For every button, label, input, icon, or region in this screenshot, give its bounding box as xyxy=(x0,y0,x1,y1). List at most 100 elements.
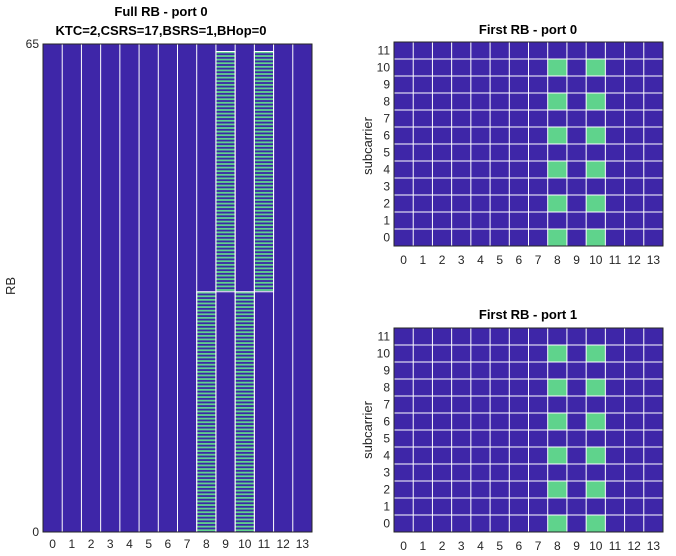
full-rb-occupied-stripe xyxy=(215,83,236,86)
full-rb-occupied-stripe xyxy=(235,388,255,391)
full-rb-occupied-stripe xyxy=(235,518,255,521)
first-rb-port1-y-tick-2: 2 xyxy=(383,483,390,497)
first-rb-port0-y-tick-7: 7 xyxy=(383,112,390,126)
full-rb-occupied-stripe xyxy=(235,496,255,499)
full-rb-occupied-stripe xyxy=(254,80,274,83)
first-rb-port0-cell-s8-k6 xyxy=(547,127,567,144)
full-rb-occupied-stripe xyxy=(254,119,274,122)
full-rb-occupied-stripe xyxy=(215,116,236,119)
first-rb-port1-y-tick-9: 9 xyxy=(383,364,390,378)
first-rb-port0-cell-s8-k0 xyxy=(547,229,567,246)
first-rb-port0-cell-s10-k2 xyxy=(586,195,606,212)
first-rb-port1-heatmap xyxy=(393,327,664,533)
full-rb-occupied-stripe xyxy=(196,406,216,409)
full-rb-occupied-stripe xyxy=(196,324,216,326)
first-rb-port1-y-tick-0: 0 xyxy=(383,517,390,531)
full-rb-occupied-stripe xyxy=(196,460,216,463)
full-rb-occupied-stripe xyxy=(196,500,216,503)
full-rb-occupied-stripe xyxy=(235,313,255,316)
full-rb-occupied-stripe xyxy=(215,87,236,90)
full-rb-occupied-stripe xyxy=(235,428,255,431)
full-rb-occupied-stripe xyxy=(235,460,255,463)
full-rb-occupied-stripe xyxy=(254,271,274,273)
full-rb-occupied-stripe xyxy=(196,511,216,514)
full-rb-occupied-stripe xyxy=(235,342,255,344)
full-rb-occupied-stripe xyxy=(196,331,216,334)
full-rb-occupied-stripe xyxy=(215,130,236,133)
full-rb-occupied-stripe xyxy=(235,396,255,398)
first-rb-port0-axes-frame xyxy=(393,41,664,247)
first-rb-port1-y-tick-5: 5 xyxy=(383,432,390,446)
full-rb-occupied-stripe xyxy=(235,442,255,445)
first-rb-port0-y-tick-9: 9 xyxy=(383,78,390,92)
first-rb-port0-y-tick-2: 2 xyxy=(383,197,390,211)
full-rb-occupied-stripe xyxy=(215,285,236,288)
first-rb-port1-x-tick-4: 4 xyxy=(477,539,484,553)
full-rb-occupied-stripe xyxy=(254,217,274,219)
full-rb-occupied-stripe xyxy=(196,475,216,478)
first-rb-port0-heatmap xyxy=(393,41,664,247)
full-rb-occupied-stripe xyxy=(235,421,255,424)
full-rb-occupied-stripe xyxy=(215,256,236,259)
first-rb-port0-x-tick-2: 2 xyxy=(439,253,446,267)
full-rb-occupied-stripe xyxy=(235,424,255,427)
first-rb-port0-cell-s10-k10 xyxy=(586,59,606,76)
first-rb-port0-cell-s10-k0 xyxy=(586,229,606,246)
full-rb-occupied-stripe xyxy=(215,65,236,68)
full-rb-occupied-stripe xyxy=(196,442,216,445)
full-rb-occupied-stripe xyxy=(254,112,274,115)
full-rb-occupied-stripe xyxy=(196,392,216,395)
full-rb-occupied-stripe xyxy=(196,363,216,366)
full-rb-occupied-stripe xyxy=(196,507,216,510)
full-rb-occupied-stripe xyxy=(215,289,236,291)
first-rb-port1-x-tick-6: 6 xyxy=(516,539,523,553)
full-rb-occupied-stripe xyxy=(235,352,255,355)
full-rb-occupied-stripe xyxy=(215,51,236,54)
first-rb-port1-y-ticks: 0 1 2 3 4 5 6 7 8 9 10 11 xyxy=(377,330,391,531)
full-rb-x-tick-0: 0 xyxy=(49,537,56,551)
first-rb-port1-cell-s10-k6 xyxy=(586,413,606,430)
full-rb-occupied-stripe xyxy=(235,370,255,373)
full-rb-occupied-stripe xyxy=(235,410,255,413)
first-rb-port1-cell-s10-k4 xyxy=(586,447,606,464)
full-rb-occupied-stripe xyxy=(196,295,216,298)
full-rb-occupied-stripe xyxy=(196,338,216,341)
full-rb-occupied-stripe xyxy=(215,274,236,277)
full-rb-occupied-stripe xyxy=(235,349,255,352)
first-rb-port1-cell-s8-k6 xyxy=(547,413,567,430)
first-rb-port0-y-tick-4: 4 xyxy=(383,163,390,177)
full-rb-occupied-stripe xyxy=(235,392,255,395)
full-rb-occupied-stripe xyxy=(215,191,236,194)
full-rb-occupied-stripe xyxy=(196,522,216,524)
full-rb-occupied-stripe xyxy=(215,58,236,61)
full-rb-occupied-stripe xyxy=(254,155,274,158)
full-rb-occupied-stripe xyxy=(235,291,255,294)
first-rb-port0-y-tick-10: 10 xyxy=(377,61,391,75)
full-rb-occupied-stripe xyxy=(196,367,216,370)
first-rb-port1-ylabel: subcarrier xyxy=(360,400,375,458)
full-rb-occupied-stripe xyxy=(254,227,274,230)
full-rb-occupied-stripe xyxy=(235,417,255,420)
first-rb-port0-x-tick-0: 0 xyxy=(400,253,407,267)
first-rb-port1-x-tick-12: 12 xyxy=(627,539,641,553)
full-rb-axes-frame xyxy=(42,43,313,533)
full-rb-occupied-stripe xyxy=(235,504,255,506)
full-rb-occupied-stripe xyxy=(254,206,274,209)
full-rb-occupied-stripe xyxy=(215,238,236,241)
full-rb-occupied-stripe xyxy=(235,403,255,406)
first-rb-port0-x-tick-12: 12 xyxy=(627,253,641,267)
full-rb-occupied-stripe xyxy=(254,281,274,284)
full-rb-occupied-stripe xyxy=(254,159,274,162)
first-rb-port1-x-tick-11: 11 xyxy=(609,539,622,553)
full-rb-occupied-stripe xyxy=(215,98,236,101)
full-rb-occupied-stripe xyxy=(235,363,255,366)
first-rb-port0-y-tick-6: 6 xyxy=(383,129,390,143)
full-rb-x-tick-10: 10 xyxy=(238,537,252,551)
full-rb-occupied-stripe xyxy=(235,525,255,528)
full-rb-occupied-stripe xyxy=(196,378,216,380)
full-rb-occupied-stripe xyxy=(254,166,274,169)
first-rb-port0-cell-s8-k2 xyxy=(547,195,567,212)
full-rb-occupied-stripe xyxy=(215,109,236,111)
full-rb-occupied-stripe xyxy=(254,249,274,252)
